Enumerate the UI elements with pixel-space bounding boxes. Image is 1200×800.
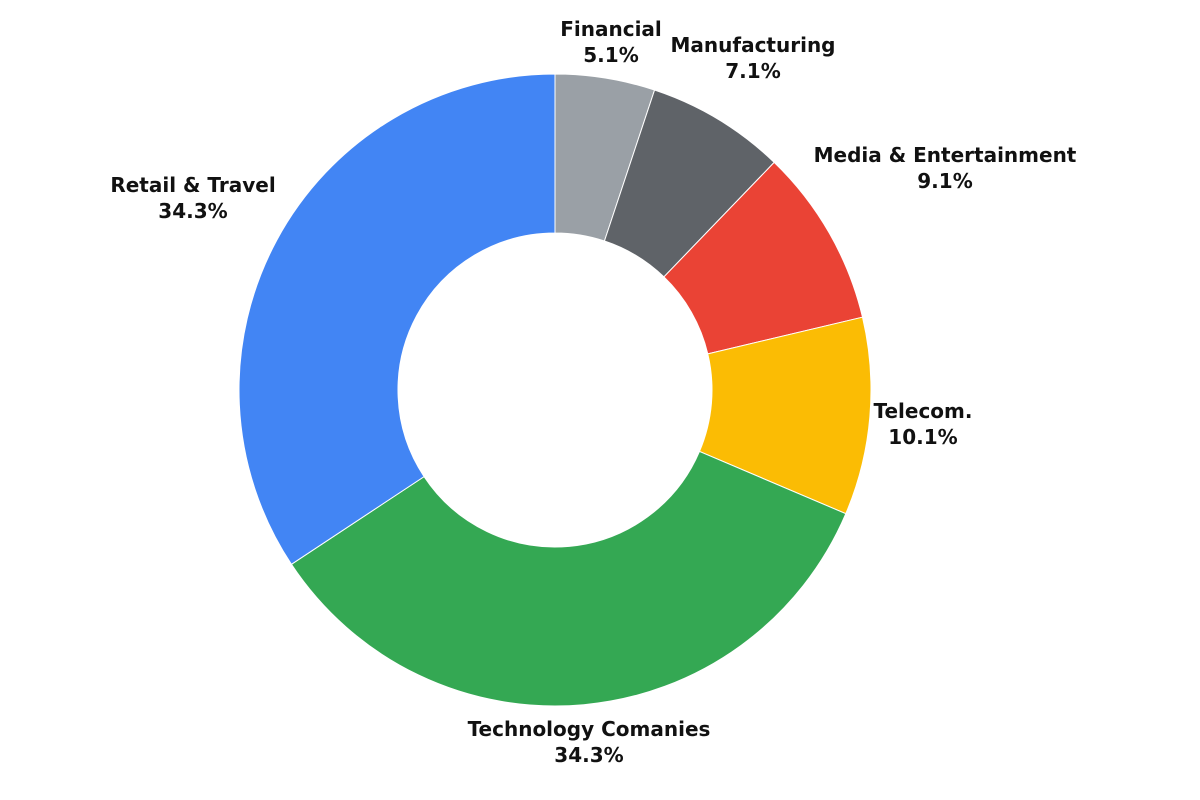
value-label: 7.1% <box>725 59 780 83</box>
slice-label-telecom: Telecom.10.1% <box>873 399 972 449</box>
category-label: Manufacturing <box>671 33 836 57</box>
category-label: Retail & Travel <box>110 173 275 197</box>
value-label: 34.3% <box>158 199 227 223</box>
category-label: Media & Entertainment <box>814 143 1077 167</box>
slice-retail-travel <box>238 73 556 566</box>
category-label: Telecom. <box>873 399 972 423</box>
value-label: 9.1% <box>917 169 972 193</box>
value-label: 5.1% <box>583 43 638 67</box>
slices-layer <box>238 73 872 707</box>
slice-technology-comanies <box>290 450 847 707</box>
value-label: 34.3% <box>554 743 623 767</box>
value-label: 10.1% <box>888 425 957 449</box>
category-label: Financial <box>560 17 662 41</box>
category-label: Technology Comanies <box>468 717 711 741</box>
